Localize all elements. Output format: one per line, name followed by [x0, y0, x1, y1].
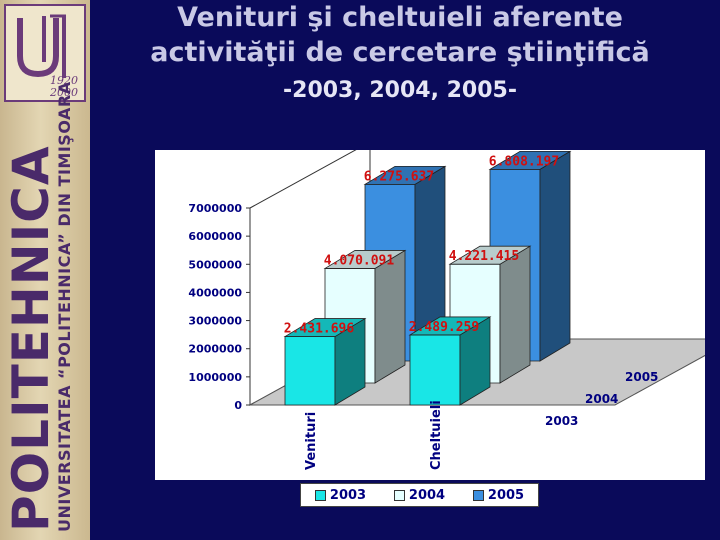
university-logo: 1920 2000 — [4, 4, 86, 102]
legend-item: 2005 — [472, 487, 525, 503]
y-tick-label: 1000000 — [188, 371, 242, 384]
sidebar-brand-text: POLITEHNICA — [2, 145, 60, 532]
data-label: 6.275.637 — [364, 169, 434, 184]
y-tick-label: 3000000 — [188, 315, 242, 328]
y-tick-label: 5000000 — [188, 258, 242, 271]
y-tick-label: 4000000 — [188, 286, 242, 299]
bar-top — [408, 316, 492, 336]
data-label: 4.070.091 — [324, 253, 395, 268]
bar-side — [374, 249, 406, 384]
data-label: 6.808.197 — [489, 154, 559, 169]
sidebar-university-text: UNIVERSITATEA “POLITEHNICA” DIN TIMIŞOAR… — [55, 81, 74, 532]
bar-front — [409, 334, 461, 406]
bar-top — [283, 318, 367, 337]
series-depth-label: 2004 — [585, 392, 618, 406]
chart-area: 0 1000000 2000000 3000000 4000000 5000000 6000… — [155, 150, 705, 480]
legend-swatch — [393, 489, 405, 501]
bar-side — [539, 150, 571, 362]
logo-year-start: 1920 — [50, 74, 78, 87]
y-tick-label: 6000000 — [188, 230, 242, 243]
slide-title: Venituri şi cheltuieli aferente activită… — [150, 2, 650, 68]
legend-item: 2003 — [314, 487, 367, 503]
sidebar-branding: 1920 2000 POLITEHNICA UNIVERSITATEA “POL… — [0, 0, 90, 540]
category-label: Cheltuieli — [429, 400, 444, 470]
data-label: 2.489.259 — [409, 320, 479, 335]
y-tick-label: 0 — [234, 399, 242, 412]
data-label: 2.431.696 — [284, 322, 355, 337]
category-label: Venituri — [304, 412, 319, 470]
slide-subtitle: -2003, 2004, 2005- — [283, 78, 517, 103]
series-depth-label: 2005 — [625, 370, 658, 384]
logo-year-end: 2000 — [50, 86, 78, 99]
bar-top — [488, 150, 572, 170]
series-depth-label: 2003 — [545, 414, 578, 428]
chart-legend: 2003 2004 2005 — [300, 483, 539, 507]
y-tick-label: 7000000 — [188, 202, 242, 215]
bar-chart-3d: 0 1000000 2000000 3000000 4000000 5000000 6000… — [188, 150, 705, 470]
bar-top — [363, 165, 447, 185]
legend-swatch — [472, 489, 484, 501]
bar-side — [499, 245, 531, 384]
logo-mark-icon — [17, 14, 66, 78]
legend-label: 2003 — [329, 487, 367, 503]
legend-label: 2005 — [487, 487, 525, 503]
legend-item: 2004 — [393, 487, 446, 503]
bar-top — [323, 250, 407, 269]
bar-front — [284, 336, 336, 406]
legend-label: 2004 — [408, 487, 446, 503]
y-tick-label: 2000000 — [188, 343, 242, 356]
legend-swatch — [314, 489, 326, 501]
bar-top — [448, 245, 532, 265]
data-label: 4.221.415 — [449, 249, 519, 264]
